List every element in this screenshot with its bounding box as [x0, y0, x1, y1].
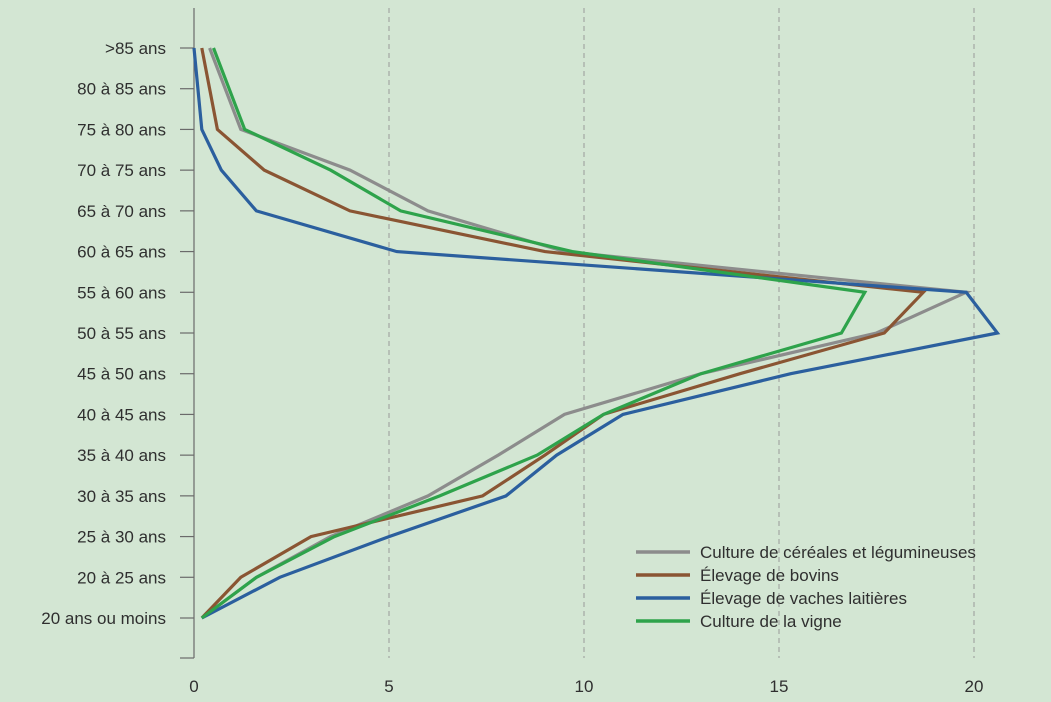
y-tick-label: 80 à 85 ans: [77, 80, 166, 99]
y-tick-label: 75 à 80 ans: [77, 120, 166, 139]
y-tick-label: 35 à 40 ans: [77, 446, 166, 465]
y-tick-label: 25 à 30 ans: [77, 528, 166, 547]
series-line-4: [200, 47, 868, 620]
y-tick-label: 60 à 65 ans: [77, 243, 166, 262]
y-tick-label: 20 à 25 ans: [77, 568, 166, 587]
y-tick-label: 40 à 45 ans: [77, 405, 166, 424]
axes: 20 ans ou moins 20 à 25 ans 25 à 30 ans 30 …: [41, 8, 983, 696]
y-tick-label: 55 à 60 ans: [77, 283, 166, 302]
x-tick-label: 20: [965, 677, 984, 696]
series-line-2: [200, 47, 927, 620]
series-line-3: [192, 47, 1001, 620]
legend-label-2: Élevage de bovins: [700, 566, 839, 585]
y-tick-label: 70 à 75 ans: [77, 161, 166, 180]
x-tick-label: 0: [189, 677, 198, 696]
y-tick-label: 65 à 70 ans: [77, 202, 166, 221]
x-tick-label: 15: [770, 677, 789, 696]
x-tick-label: 10: [575, 677, 594, 696]
legend-label-4: Culture de la vigne: [700, 612, 842, 631]
legend-label-1: Culture de céréales et légumineuses: [700, 543, 976, 562]
x-tick-label: 5: [384, 677, 393, 696]
legend-label-3: Élevage de vaches laitières: [700, 589, 907, 608]
legend: Culture de céréales et légumineuses Éleva…: [636, 543, 976, 631]
y-tick-label: 20 ans ou moins: [41, 609, 166, 628]
y-tick-label: 45 à 50 ans: [77, 365, 166, 384]
series-lines: [192, 47, 1001, 620]
y-tick-label: >85 ans: [105, 39, 166, 58]
gridlines: [388, 8, 975, 658]
y-tick-label: 30 à 35 ans: [77, 487, 166, 506]
y-tick-label: 50 à 55 ans: [77, 324, 166, 343]
